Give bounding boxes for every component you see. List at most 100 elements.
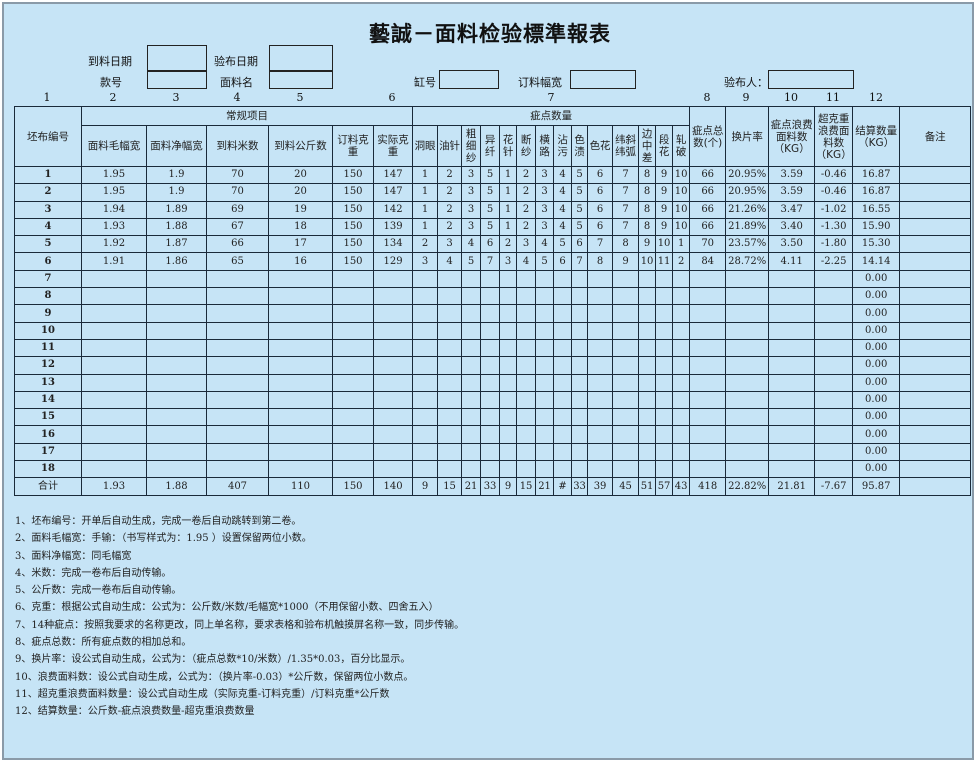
data-cell[interactable]: [146, 373, 207, 392]
data-cell[interactable]: [899, 442, 972, 462]
data-cell[interactable]: 147: [372, 165, 414, 185]
data-cell[interactable]: [655, 269, 674, 289]
data-cell[interactable]: [437, 408, 463, 427]
data-cell[interactable]: [535, 304, 555, 323]
data-cell[interactable]: [268, 269, 333, 289]
data-cell[interactable]: [689, 356, 727, 375]
data-cell[interactable]: 70: [689, 235, 727, 254]
inspector-field[interactable]: [768, 70, 854, 89]
data-cell[interactable]: [461, 408, 482, 427]
data-cell[interactable]: 2: [672, 252, 691, 271]
data-cell[interactable]: 3.47: [768, 200, 816, 219]
data-cell[interactable]: 129: [372, 252, 414, 271]
data-cell[interactable]: [146, 338, 207, 358]
data-cell[interactable]: [587, 338, 614, 358]
data-cell[interactable]: [146, 287, 207, 306]
data-cell[interactable]: 16: [268, 252, 333, 271]
data-cell[interactable]: [461, 373, 482, 392]
data-cell[interactable]: [412, 338, 439, 358]
data-cell[interactable]: [372, 356, 414, 375]
data-cell[interactable]: [268, 304, 333, 323]
data-cell[interactable]: [768, 287, 816, 306]
data-cell[interactable]: [412, 425, 439, 444]
data-cell[interactable]: [655, 460, 674, 479]
data-cell[interactable]: 3: [535, 183, 555, 202]
data-cell[interactable]: 16.55: [852, 200, 901, 219]
data-cell[interactable]: [899, 287, 972, 306]
data-cell[interactable]: [814, 321, 854, 340]
data-cell[interactable]: 66: [689, 183, 727, 202]
data-cell[interactable]: 10: [672, 165, 691, 185]
data-cell[interactable]: [768, 338, 816, 358]
data-cell[interactable]: [638, 321, 657, 340]
data-cell[interactable]: 6: [553, 252, 573, 271]
data-cell[interactable]: 7: [587, 235, 614, 254]
data-cell[interactable]: [516, 442, 537, 462]
data-cell[interactable]: [499, 373, 518, 392]
data-cell[interactable]: 150: [332, 165, 374, 185]
data-cell[interactable]: [571, 287, 589, 306]
data-cell[interactable]: 3: [461, 183, 482, 202]
data-cell[interactable]: [553, 408, 573, 427]
data-cell[interactable]: [899, 217, 972, 237]
data-cell[interactable]: [689, 373, 727, 392]
data-cell[interactable]: 1: [412, 217, 439, 237]
data-cell[interactable]: [412, 408, 439, 427]
data-cell[interactable]: [480, 321, 501, 340]
data-cell[interactable]: [146, 321, 207, 340]
data-cell[interactable]: 16.87: [852, 183, 901, 202]
data-cell[interactable]: [899, 235, 972, 254]
data-cell[interactable]: [372, 460, 414, 479]
data-cell[interactable]: [516, 304, 537, 323]
data-cell[interactable]: 4: [553, 200, 573, 219]
data-cell[interactable]: [725, 269, 770, 289]
data-cell[interactable]: [553, 338, 573, 358]
data-cell[interactable]: 9: [655, 200, 674, 219]
data-cell[interactable]: [268, 373, 333, 392]
data-cell[interactable]: [612, 287, 640, 306]
data-cell[interactable]: 2: [437, 183, 463, 202]
data-cell[interactable]: [612, 373, 640, 392]
data-cell[interactable]: [689, 408, 727, 427]
data-cell[interactable]: [437, 338, 463, 358]
data-cell[interactable]: [332, 425, 374, 444]
data-cell[interactable]: [499, 425, 518, 444]
data-cell[interactable]: 3: [412, 252, 439, 271]
data-cell[interactable]: 65: [206, 252, 269, 271]
data-cell[interactable]: [612, 408, 640, 427]
data-cell[interactable]: [553, 425, 573, 444]
data-cell[interactable]: [206, 390, 269, 410]
data-cell[interactable]: 10: [672, 200, 691, 219]
data-cell[interactable]: 3: [461, 217, 482, 237]
data-cell[interactable]: [899, 165, 972, 185]
data-cell[interactable]: [814, 442, 854, 462]
data-cell[interactable]: [612, 425, 640, 444]
data-cell[interactable]: 147: [372, 183, 414, 202]
data-cell[interactable]: [553, 356, 573, 375]
data-cell[interactable]: [332, 321, 374, 340]
data-cell[interactable]: [725, 425, 770, 444]
data-cell[interactable]: [535, 269, 555, 289]
data-cell[interactable]: [725, 287, 770, 306]
data-cell[interactable]: 5: [571, 183, 589, 202]
data-cell[interactable]: 1.95: [81, 165, 147, 185]
data-cell[interactable]: [672, 338, 691, 358]
data-cell[interactable]: [587, 356, 614, 375]
data-cell[interactable]: [553, 390, 573, 410]
data-cell[interactable]: [480, 390, 501, 410]
data-cell[interactable]: 15.30: [852, 235, 901, 254]
data-cell[interactable]: 8: [587, 252, 614, 271]
data-cell[interactable]: [814, 287, 854, 306]
data-cell[interactable]: [587, 269, 614, 289]
data-cell[interactable]: [571, 460, 589, 479]
data-cell[interactable]: [372, 373, 414, 392]
fabric-name-field[interactable]: [269, 71, 333, 89]
data-cell[interactable]: [499, 338, 518, 358]
data-cell[interactable]: [480, 269, 501, 289]
data-cell[interactable]: 5: [480, 183, 501, 202]
data-cell[interactable]: [81, 442, 147, 462]
data-cell[interactable]: [206, 269, 269, 289]
data-cell[interactable]: 6: [587, 165, 614, 185]
data-cell[interactable]: [612, 338, 640, 358]
data-cell[interactable]: 0.00: [852, 390, 901, 410]
